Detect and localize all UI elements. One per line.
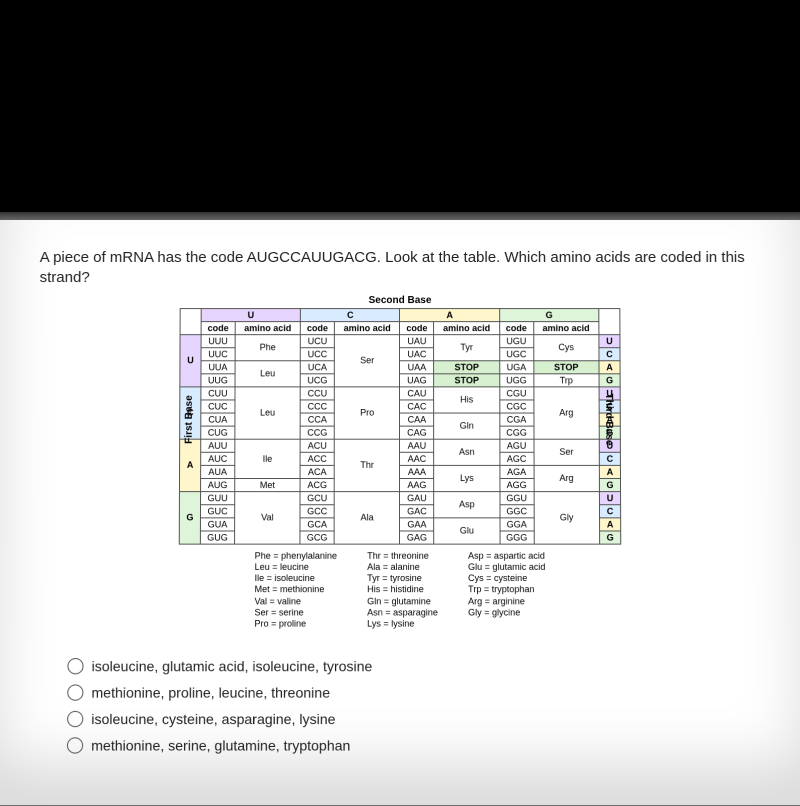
radio-icon[interactable] <box>67 738 83 754</box>
label-third-base: Third Base <box>603 393 614 445</box>
option-2[interactable]: methionine, proline, leucine, threonine <box>67 685 763 701</box>
question-text: A piece of mRNA has the code AUGCCAUUGAC… <box>40 248 761 289</box>
option-3[interactable]: isoleucine, cysteine, asparagine, lysine <box>67 711 763 727</box>
option-text: isoleucine, glutamic acid, isoleucine, t… <box>92 658 373 674</box>
option-text: methionine, serine, glutamine, tryptopha… <box>91 738 350 754</box>
option-text: methionine, proline, leucine, threonine <box>91 685 330 701</box>
radio-icon[interactable] <box>67 711 83 727</box>
label-first-base: First Base <box>184 395 195 444</box>
quiz-screen: A piece of mRNA has the code AUGCCAUUGAC… <box>0 220 800 806</box>
codon-table-wrap: Second Base First Base Third Base UCAGco… <box>179 295 621 545</box>
radio-icon[interactable] <box>67 685 83 701</box>
radio-icon[interactable] <box>67 658 83 674</box>
legend: Phe = phenylalanine Leu = leucine Ile = … <box>37 550 762 630</box>
option-text: isoleucine, cysteine, asparagine, lysine <box>91 711 335 727</box>
option-1[interactable]: isoleucine, glutamic acid, isoleucine, t… <box>67 658 762 674</box>
legend-col-3: Asp = aspartic acid Glu = glutamic acid … <box>468 550 545 630</box>
label-second-base: Second Base <box>180 295 621 306</box>
answer-options: isoleucine, glutamic acid, isoleucine, t… <box>37 658 764 754</box>
option-4[interactable]: methionine, serine, glutamine, tryptopha… <box>67 738 763 754</box>
legend-col-1: Phe = phenylalanine Leu = leucine Ile = … <box>254 550 337 630</box>
legend-col-2: Thr = threonine Ala = alanine Tyr = tyro… <box>367 550 438 630</box>
codon-table: UCAGcodeamino acidcodeamino acidcodeamin… <box>179 308 621 545</box>
